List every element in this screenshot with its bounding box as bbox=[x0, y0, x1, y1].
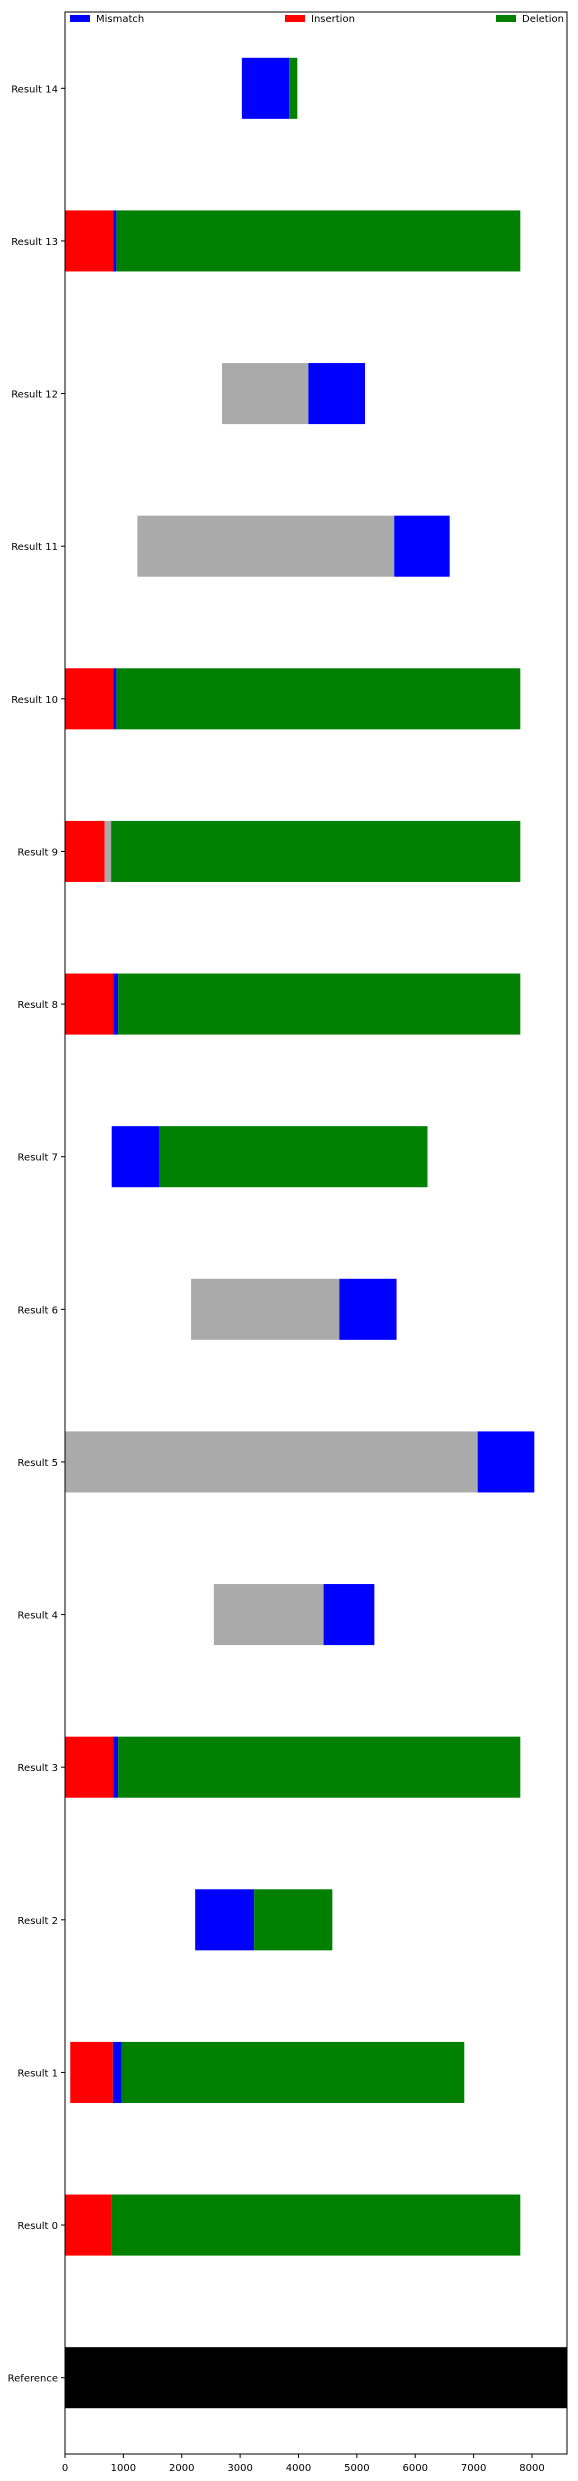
bar-segment-mismatch bbox=[111, 1126, 159, 1188]
bar-segment-deletion bbox=[254, 1889, 333, 1951]
x-tick-label: 5000 bbox=[344, 2463, 369, 2474]
legend-swatch bbox=[496, 15, 516, 22]
plot-frame bbox=[64, 11, 568, 2455]
y-tick-label: Result 14 bbox=[11, 84, 58, 95]
bar-segment-mismatch bbox=[323, 1584, 375, 1646]
bar-segment-mismatch bbox=[394, 515, 450, 577]
bars bbox=[65, 57, 567, 2409]
y-tick-label: Result 5 bbox=[18, 1458, 58, 1469]
bar-segment-mismatch bbox=[112, 2041, 122, 2103]
bar-segment-insertion bbox=[65, 973, 114, 1035]
bar-segment-match bbox=[104, 820, 112, 882]
bar-segment-insertion bbox=[65, 1736, 114, 1798]
bar-segment-insertion bbox=[65, 668, 114, 730]
x-tick-label: 2000 bbox=[169, 2463, 194, 2474]
bar-segment-match bbox=[222, 363, 309, 425]
bar-segment-mismatch bbox=[113, 210, 117, 272]
y-tick-label: Result 10 bbox=[11, 695, 58, 706]
y-tick-label: Result 8 bbox=[18, 1000, 58, 1011]
bar-segment-deletion bbox=[116, 668, 521, 730]
y-tick-label: Result 3 bbox=[18, 1763, 58, 1774]
bar-segment-deletion bbox=[289, 57, 298, 119]
bar-segment-match bbox=[191, 1278, 340, 1340]
bar-segment-deletion bbox=[158, 1126, 428, 1188]
y-tick-label: Result 11 bbox=[11, 542, 58, 553]
y-tick-label: Result 9 bbox=[18, 847, 58, 858]
bar-segment-match bbox=[213, 1584, 324, 1646]
bar-segment-deletion bbox=[118, 973, 521, 1035]
legend-swatch bbox=[70, 15, 90, 22]
y-tick-label: Reference bbox=[8, 2374, 58, 2385]
bar-segment-deletion bbox=[121, 2041, 465, 2103]
y-tick-label: Result 1 bbox=[18, 2068, 58, 2079]
y-tick-label: Result 2 bbox=[18, 1916, 58, 1927]
bar-segment-insertion bbox=[70, 2041, 113, 2103]
bar-segment-reference bbox=[65, 2347, 567, 2409]
y-tick-label: Result 0 bbox=[18, 2221, 58, 2232]
x-axis: 0 1000 2000 3000 4000 5000 6000 7000 8000 bbox=[62, 2454, 545, 2474]
bar-segment-deletion bbox=[111, 2194, 521, 2256]
x-tick-label: 8000 bbox=[519, 2463, 544, 2474]
bar-segment-mismatch bbox=[241, 57, 290, 119]
x-tick-label: 3000 bbox=[227, 2463, 252, 2474]
bar-segment-mismatch bbox=[113, 668, 117, 730]
y-axis: Result 14 Result 13 Result 12 Result 11 Resu… bbox=[8, 84, 65, 2385]
bar-segment-mismatch bbox=[113, 973, 119, 1035]
legend-label: Mismatch bbox=[96, 14, 144, 25]
bar-segment-insertion bbox=[65, 210, 114, 272]
x-tick-label: 0 bbox=[62, 2463, 68, 2474]
x-tick-label: 7000 bbox=[461, 2463, 486, 2474]
y-tick-label: Result 12 bbox=[11, 390, 58, 401]
legend-label: Insertion bbox=[311, 14, 355, 25]
x-tick-label: 4000 bbox=[286, 2463, 311, 2474]
x-tick-label: 6000 bbox=[403, 2463, 428, 2474]
y-tick-label: Result 13 bbox=[11, 237, 58, 248]
bar-segment-insertion bbox=[65, 820, 105, 882]
bar-segment-match bbox=[137, 515, 395, 577]
bar-segment-mismatch bbox=[113, 1736, 119, 1798]
bar-segment-deletion bbox=[111, 820, 521, 882]
bar-segment-mismatch bbox=[308, 363, 366, 425]
bar-segment-match bbox=[65, 1431, 478, 1493]
bar-segment-insertion bbox=[65, 2194, 112, 2256]
bar-segment-deletion bbox=[116, 210, 521, 272]
bar-segment-mismatch bbox=[339, 1278, 397, 1340]
y-tick-label: Result 4 bbox=[18, 1611, 58, 1622]
legend: Mismatch Insertion Deletion bbox=[70, 14, 564, 25]
y-tick-label: Result 6 bbox=[18, 1305, 58, 1316]
bar-segment-mismatch bbox=[195, 1889, 255, 1951]
legend-swatch bbox=[285, 15, 305, 22]
bar-segment-deletion bbox=[118, 1736, 521, 1798]
x-tick-label: 1000 bbox=[111, 2463, 136, 2474]
legend-label: Deletion bbox=[522, 14, 564, 25]
bar-segment-mismatch bbox=[477, 1431, 535, 1493]
y-tick-label: Result 7 bbox=[18, 1153, 58, 1164]
